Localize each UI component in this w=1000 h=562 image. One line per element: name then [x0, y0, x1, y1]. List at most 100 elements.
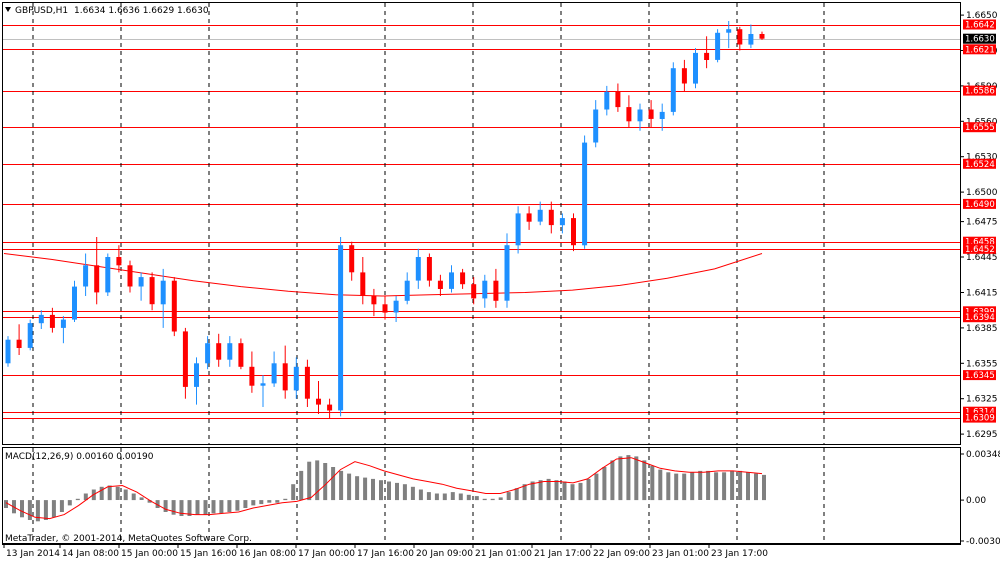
candle-body [471, 284, 477, 299]
macd-histogram-bar [131, 493, 136, 501]
time-tick-label: 23 Jan 01:00 [652, 549, 709, 559]
level-tag-label: 1.6394 [965, 313, 995, 323]
macd-histogram-bar [67, 500, 72, 506]
macd-histogram-bar [243, 500, 248, 508]
macd-histogram-bar [618, 456, 623, 501]
candle-body [216, 343, 222, 360]
level-tag-box [963, 122, 996, 133]
time-tick-label: 17 Jan 16:00 [357, 549, 414, 559]
price-tick-label: 1.6445 [966, 253, 998, 263]
candle-body [548, 209, 554, 226]
macd-histogram-bar [442, 493, 447, 501]
candle-body [49, 314, 55, 328]
macd-histogram-bar [331, 467, 336, 501]
candle-body [349, 245, 355, 273]
price-tick-label: 1.6295 [966, 430, 998, 440]
level-tag-label: 1.6490 [965, 200, 995, 210]
level-tag-label: 1.6309 [965, 414, 995, 424]
candle-body [271, 363, 277, 384]
candle-body [537, 209, 543, 222]
candle-body [38, 314, 44, 324]
level-tag-box [963, 243, 996, 254]
time-tick-label: 17 Jan 00:00 [298, 549, 355, 559]
chart-menu-triangle-icon[interactable] [5, 7, 11, 12]
level-tag-box [963, 236, 996, 247]
copyright-text: MetaTrader, © 2001-2014, MetaQuotes Soft… [5, 534, 252, 544]
macd-histogram-bar [466, 494, 471, 501]
level-tag-label: 1.6586 [965, 87, 995, 97]
macd-histogram-bar [203, 500, 208, 515]
level-tag-box [963, 44, 996, 55]
level-tag-label: 1.6458 [965, 238, 995, 248]
macd-histogram-bar [4, 500, 8, 508]
candle-body [160, 280, 166, 305]
macd-histogram-bar [522, 484, 527, 501]
macd-histogram-bar [379, 480, 383, 501]
macd-histogram-bar [474, 496, 479, 501]
macd-histogram-bar [722, 472, 727, 501]
macd-label: MACD(12,26,9) 0.00160 0.00190 [5, 452, 154, 462]
macd-histogram-bar [75, 498, 80, 501]
price-tick-label: 1.6385 [966, 324, 998, 334]
macd-histogram-bar [610, 460, 615, 501]
candle-body [759, 34, 765, 39]
candle-body [338, 245, 344, 411]
candle-body [415, 257, 421, 281]
candle-body [5, 339, 11, 364]
macd-histogram-bar [418, 489, 423, 501]
candle-body [83, 265, 89, 287]
candle-body [327, 404, 333, 411]
macd-histogram-bar [666, 472, 671, 501]
macd-histogram-bar [498, 497, 503, 500]
macd-histogram-bar [594, 473, 599, 501]
level-tag-label: 1.6345 [965, 371, 995, 381]
level-tag-label: 1.6642 [965, 21, 995, 31]
macd-histogram-bar [299, 470, 304, 500]
ohlc-values: 1.6634 1.6636 1.6629 1.6630 [74, 6, 209, 16]
candle-body [460, 272, 466, 285]
macd-histogram-bar [578, 482, 583, 501]
macd-histogram-bar [674, 473, 679, 501]
candle-body [94, 265, 100, 293]
candle-body [105, 257, 111, 293]
current-price-tag: 1.6630 [965, 35, 995, 45]
macd-histogram-bar [27, 500, 32, 520]
macd-histogram-bar [387, 481, 391, 500]
macd-tick-label: -0.00309 [966, 537, 1000, 547]
macd-tick-label: 0.00348 [966, 450, 1000, 460]
time-axis: 13 Jan 2014 14 Jan 08:00 15 Jan 00:00 15 Ja… [3, 545, 768, 559]
macd-histogram-bar [682, 473, 687, 501]
macd-histogram-bar [395, 482, 399, 501]
macd-histogram-bar [267, 500, 272, 503]
macd-histogram-bar [371, 478, 375, 501]
time-tick-label: 15 Jan 16:00 [180, 549, 237, 559]
candle-body [704, 52, 710, 60]
time-tick-label: 13 Jan 2014 [6, 549, 60, 559]
level-tag-box [963, 312, 996, 323]
candle-body [404, 280, 410, 301]
candle-body [604, 91, 610, 110]
macd-histogram-bar [658, 469, 663, 501]
macd-histogram-bar [690, 472, 695, 501]
candle-body [182, 331, 188, 387]
candle-body [748, 34, 754, 45]
macd-histogram-bar [490, 498, 495, 501]
candle-body [282, 363, 288, 391]
macd-histogram-bar [514, 488, 519, 501]
macd-histogram-bar [530, 481, 535, 500]
macd-histogram-bar [738, 470, 743, 500]
candle-body [437, 280, 443, 289]
level-tag-box [963, 370, 996, 381]
price-tick-label: 1.6650 [966, 11, 998, 21]
level-tag-box [963, 85, 996, 96]
candle-body [571, 218, 576, 246]
macd-histogram-bar [35, 500, 40, 522]
current-price-tag-box [963, 33, 996, 44]
macd-histogram-bar [602, 467, 607, 501]
candlestick-series [5, 21, 765, 419]
macd-histogram-bar [211, 500, 216, 514]
time-tick-label: 16 Jan 08:00 [239, 549, 296, 559]
macd-histogram-bar [51, 500, 56, 518]
candle-body [482, 280, 488, 299]
